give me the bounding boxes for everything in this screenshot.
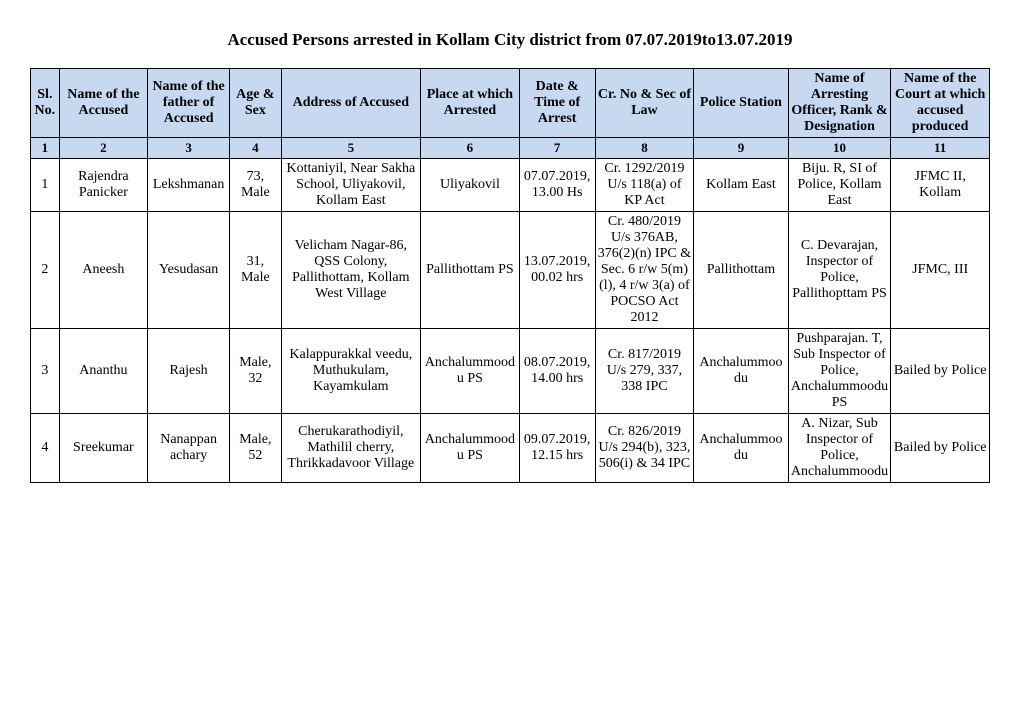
- cell-court: Bailed by Police: [891, 414, 990, 483]
- cell-court: JFMC, III: [891, 212, 990, 329]
- cell-addr: Velicham Nagar-86, QSS Colony, Pallithot…: [281, 212, 421, 329]
- table-row: 3 Ananthu Rajesh Male, 32 Kalappurakkal …: [31, 329, 990, 414]
- cell-date: 07.07.2019, 13.00 Hs: [519, 159, 595, 212]
- col-header-place: Place at which Arrested: [421, 69, 520, 138]
- col-header-court: Name of the Court at which accused produ…: [891, 69, 990, 138]
- cell-place: Anchalummoodu PS: [421, 414, 520, 483]
- cell-age: 31, Male: [230, 212, 281, 329]
- colnum-3: 3: [148, 138, 230, 159]
- cell-court: JFMC II, Kollam: [891, 159, 990, 212]
- colnum-10: 10: [788, 138, 891, 159]
- colnum-8: 8: [595, 138, 694, 159]
- cell-age: 73, Male: [230, 159, 281, 212]
- arrest-table: Sl. No. Name of the Accused Name of the …: [30, 68, 990, 483]
- cell-sl: 1: [31, 159, 60, 212]
- colnum-2: 2: [59, 138, 147, 159]
- cell-father: Lekshmanan: [148, 159, 230, 212]
- col-header-ps: Police Station: [694, 69, 788, 138]
- cell-name: Aneesh: [59, 212, 147, 329]
- cell-addr: Kottaniyil, Near Sakha School, Uliyakovi…: [281, 159, 421, 212]
- cell-ps: Anchalummoodu: [694, 329, 788, 414]
- col-header-age: Age & Sex: [230, 69, 281, 138]
- cell-ps: Pallithottam: [694, 212, 788, 329]
- cell-father: Nanappan achary: [148, 414, 230, 483]
- cell-sl: 3: [31, 329, 60, 414]
- cell-place: Anchalummoodu PS: [421, 329, 520, 414]
- col-header-slno: Sl. No.: [31, 69, 60, 138]
- col-header-address: Address of Accused: [281, 69, 421, 138]
- cell-place: Pallithottam PS: [421, 212, 520, 329]
- cell-place: Uliyakovil: [421, 159, 520, 212]
- cell-date: 08.07.2019, 14.00 hrs: [519, 329, 595, 414]
- cell-ps: Kollam East: [694, 159, 788, 212]
- cell-date: 13.07.2019, 00.02 hrs: [519, 212, 595, 329]
- cell-officer: C. Devarajan, Inspector of Police, Palli…: [788, 212, 891, 329]
- cell-addr: Cherukarathodiyil, Mathilil cherry, Thri…: [281, 414, 421, 483]
- cell-name: Rajendra Panicker: [59, 159, 147, 212]
- header-number-row: 1 2 3 4 5 6 7 8 9 10 11: [31, 138, 990, 159]
- cell-name: Ananthu: [59, 329, 147, 414]
- colnum-7: 7: [519, 138, 595, 159]
- cell-officer: A. Nizar, Sub Inspector of Police, Ancha…: [788, 414, 891, 483]
- cell-age: Male, 32: [230, 329, 281, 414]
- cell-sl: 2: [31, 212, 60, 329]
- cell-name: Sreekumar: [59, 414, 147, 483]
- cell-ps: Anchalummoodu: [694, 414, 788, 483]
- cell-crno: Cr. 817/2019 U/s 279, 337, 338 IPC: [595, 329, 694, 414]
- cell-sl: 4: [31, 414, 60, 483]
- cell-officer: Biju. R, SI of Police, Kollam East: [788, 159, 891, 212]
- col-header-father: Name of the father of Accused: [148, 69, 230, 138]
- table-row: 1 Rajendra Panicker Lekshmanan 73, Male …: [31, 159, 990, 212]
- cell-crno: Cr. 826/2019 U/s 294(b), 323, 506(i) & 3…: [595, 414, 694, 483]
- cell-crno: Cr. 480/2019 U/s 376AB, 376(2)(n) IPC & …: [595, 212, 694, 329]
- colnum-5: 5: [281, 138, 421, 159]
- table-row: 4 Sreekumar Nanappan achary Male, 52 Che…: [31, 414, 990, 483]
- cell-court: Bailed by Police: [891, 329, 990, 414]
- cell-age: Male, 52: [230, 414, 281, 483]
- cell-date: 09.07.2019, 12.15 hrs: [519, 414, 595, 483]
- table-row: 2 Aneesh Yesudasan 31, Male Velicham Nag…: [31, 212, 990, 329]
- colnum-4: 4: [230, 138, 281, 159]
- cell-addr: Kalappurakkal veedu, Muthukulam, Kayamku…: [281, 329, 421, 414]
- cell-crno: Cr. 1292/2019 U/s 118(a) of KP Act: [595, 159, 694, 212]
- cell-father: Rajesh: [148, 329, 230, 414]
- colnum-6: 6: [421, 138, 520, 159]
- colnum-9: 9: [694, 138, 788, 159]
- cell-officer: Pushparajan. T, Sub Inspector of Police,…: [788, 329, 891, 414]
- page-title: Accused Persons arrested in Kollam City …: [30, 30, 990, 50]
- col-header-datetime: Date & Time of Arrest: [519, 69, 595, 138]
- col-header-name: Name of the Accused: [59, 69, 147, 138]
- colnum-1: 1: [31, 138, 60, 159]
- col-header-crno: Cr. No & Sec of Law: [595, 69, 694, 138]
- colnum-11: 11: [891, 138, 990, 159]
- header-row: Sl. No. Name of the Accused Name of the …: [31, 69, 990, 138]
- col-header-officer: Name of Arresting Officer, Rank & Design…: [788, 69, 891, 138]
- cell-father: Yesudasan: [148, 212, 230, 329]
